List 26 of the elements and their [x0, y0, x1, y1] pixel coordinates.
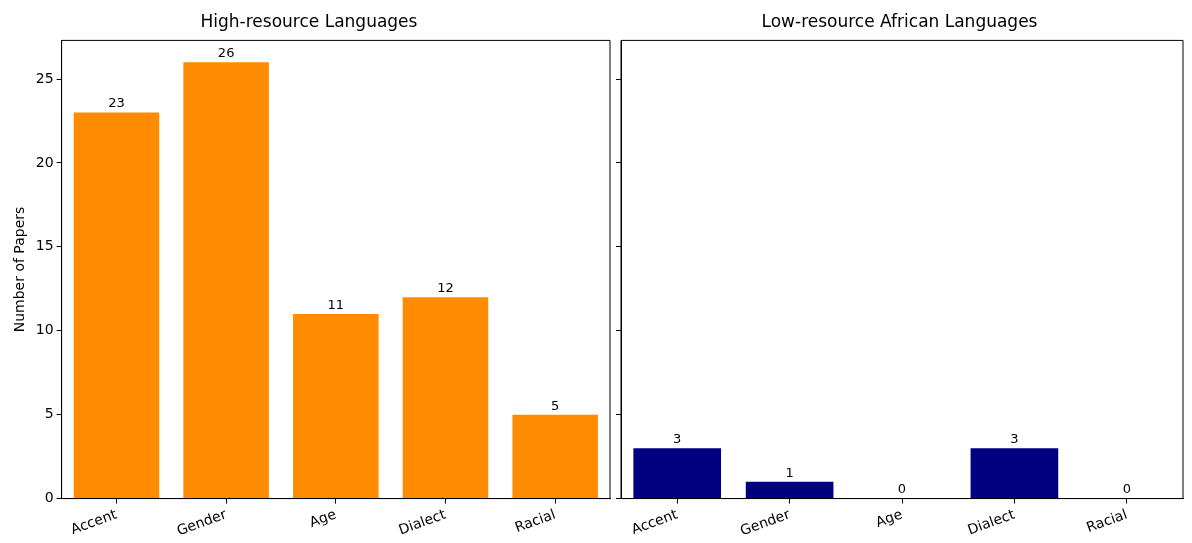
data-label: 0	[897, 481, 907, 497]
x-tick-label: Age	[307, 505, 339, 530]
data-label: 0	[1122, 481, 1131, 497]
y-tick-label: 5	[44, 405, 54, 422]
y-tick-label: 10	[35, 321, 54, 338]
bar	[183, 62, 269, 499]
data-label: 11	[327, 296, 345, 312]
data-label: 3	[673, 431, 682, 447]
x-tick-label: Age	[873, 505, 905, 530]
data-label: 5	[551, 397, 560, 413]
y-tick-label: 0	[44, 489, 54, 506]
data-label: 26	[217, 45, 235, 61]
data-label: 3	[1010, 431, 1019, 447]
chart-title: Low-resource African Languages	[761, 10, 1038, 31]
y-axis-title: Number of Papers	[11, 206, 28, 333]
y-tick-label: 15	[35, 237, 54, 254]
bar	[293, 313, 379, 499]
data-label: 23	[108, 95, 125, 111]
bar	[73, 112, 160, 499]
data-label: 12	[437, 280, 454, 296]
data-label: 1	[785, 464, 794, 480]
y-tick-label: 20	[35, 153, 54, 170]
chart-title: High-resource Languages	[200, 10, 418, 31]
bar	[512, 414, 598, 499]
bar	[402, 297, 489, 499]
y-tick-label: 25	[35, 69, 54, 86]
